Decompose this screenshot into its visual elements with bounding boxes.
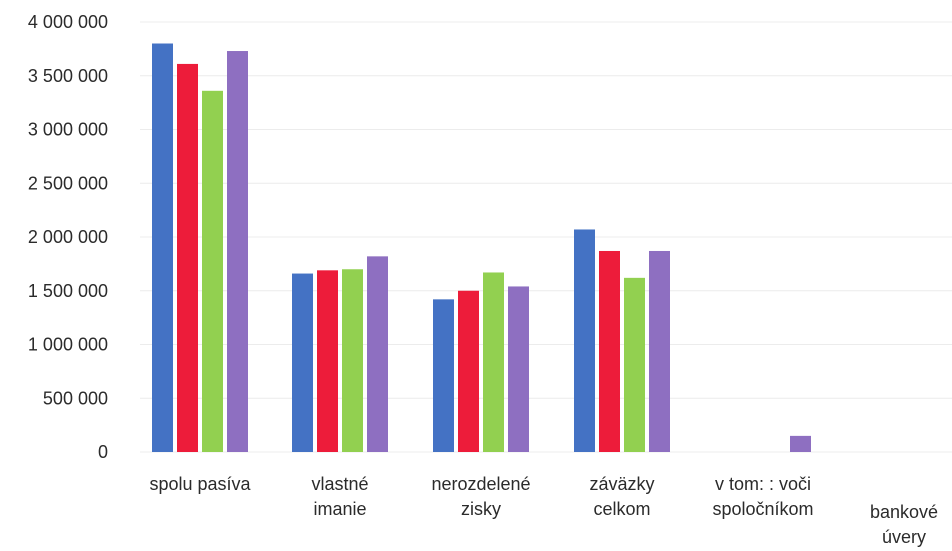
gridlines <box>140 21 952 453</box>
bar <box>624 277 645 452</box>
bar <box>790 435 811 452</box>
bars <box>152 43 811 453</box>
y-tick-label: 1 500 000 <box>28 281 108 301</box>
y-tick-label: 0 <box>98 442 108 462</box>
y-tick-label: 500 000 <box>43 388 108 408</box>
category-label: bankové <box>870 502 938 522</box>
y-axis-ticks: 0 500 000 1 000 000 1 500 000 2 000 000 2 500… <box>28 12 108 462</box>
category-label: v tom: : voči <box>715 474 811 494</box>
y-tick-label: 4 000 000 <box>28 12 108 32</box>
category-label: celkom <box>593 499 650 519</box>
bar <box>317 270 338 452</box>
x-axis-categories: spolu pasíva vlastné imanie nerozdelené zisk… <box>149 474 938 547</box>
bar <box>649 250 670 452</box>
category-label: úvery <box>882 527 926 547</box>
bar <box>202 90 223 453</box>
bar <box>508 286 529 452</box>
bar <box>152 43 173 452</box>
category-label: vlastné <box>311 474 368 494</box>
category-label: zisky <box>461 499 501 519</box>
bar <box>433 299 454 452</box>
category-label: záväzky <box>589 474 654 494</box>
bar <box>599 250 620 452</box>
y-tick-label: 2 500 000 <box>28 173 108 193</box>
category-label: nerozdelené <box>431 474 530 494</box>
bar <box>227 51 248 453</box>
y-tick-label: 3 500 000 <box>28 66 108 86</box>
category-label: imanie <box>313 499 366 519</box>
bar <box>574 229 595 452</box>
bar <box>458 290 479 452</box>
bar <box>367 256 388 452</box>
category-label: spoločníkom <box>712 499 813 519</box>
category-label: spolu pasíva <box>149 474 251 494</box>
y-tick-label: 3 000 000 <box>28 120 108 140</box>
bar <box>483 272 504 452</box>
bar <box>292 273 313 452</box>
bar <box>342 269 363 452</box>
y-tick-label: 1 000 000 <box>28 335 108 355</box>
bar <box>177 63 198 453</box>
y-tick-label: 2 000 000 <box>28 227 108 247</box>
